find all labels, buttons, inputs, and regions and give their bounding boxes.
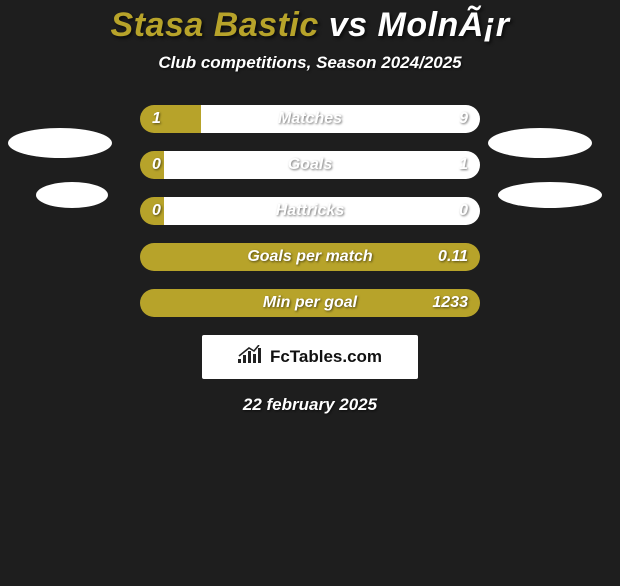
footer-date: 22 february 2025: [0, 395, 620, 415]
compare-row: 1233Min per goal: [140, 289, 480, 317]
row-label: Goals per match: [140, 243, 480, 271]
footer-brand-text: FcTables.com: [270, 347, 382, 367]
decorative-ellipse: [36, 182, 108, 208]
decorative-ellipse: [8, 128, 112, 158]
decorative-ellipse: [498, 182, 602, 208]
compare-row: 0.11Goals per match: [140, 243, 480, 271]
compare-row: 19Matches: [140, 105, 480, 133]
row-label: Hattricks: [140, 197, 480, 225]
title-vs: vs: [329, 6, 368, 44]
footer-brand-card: FcTables.com: [202, 335, 418, 379]
row-label: Matches: [140, 105, 480, 133]
row-label: Goals: [140, 151, 480, 179]
compare-rows: 19Matches 01Goals 00Hattricks 0.11Goals per…: [140, 105, 480, 317]
row-label: Min per goal: [140, 289, 480, 317]
decorative-ellipse: [488, 128, 592, 158]
compare-row: 01Goals: [140, 151, 480, 179]
page-title: Stasa Bastic vs MolnÃ¡r: [0, 6, 620, 45]
bar-chart-icon: [238, 345, 264, 370]
subtitle: Club competitions, Season 2024/2025: [0, 53, 620, 73]
title-player1: Stasa Bastic: [111, 6, 319, 44]
compare-row: 00Hattricks: [140, 197, 480, 225]
title-player2: MolnÃ¡r: [378, 6, 510, 44]
